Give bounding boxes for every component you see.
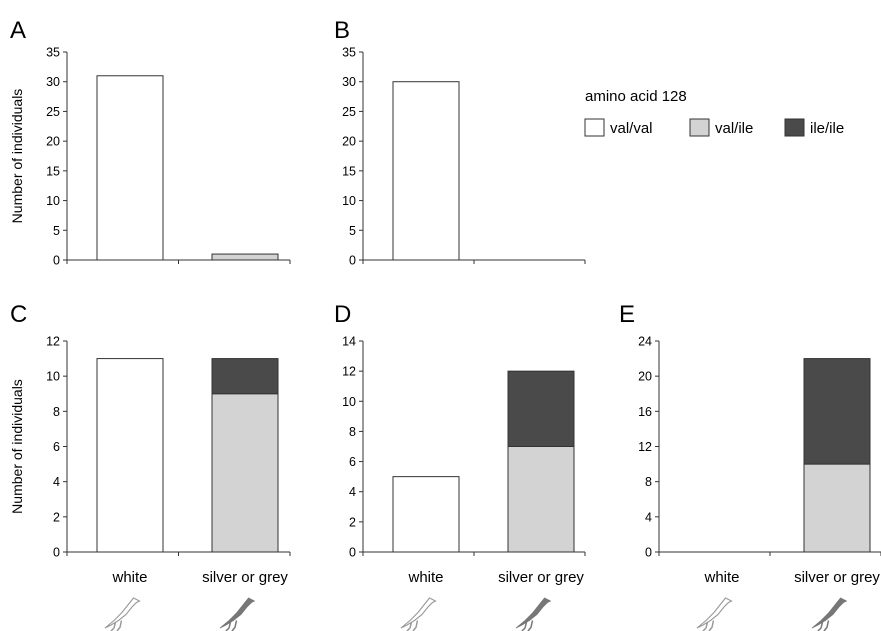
category-label-silver-or-grey: silver or grey [202, 569, 288, 586]
bar-d-silver-grey-val-ile [507, 446, 575, 553]
legend-swatch-ile-ile [784, 118, 805, 137]
panel-e: E 0 4 8 12 16 20 24 [619, 301, 881, 560]
legend: amino acid 128 val/val val/ile ile/ile [584, 88, 844, 137]
legend-label-val-val: val/val [610, 120, 653, 137]
y-tick-label: 10 [342, 395, 356, 409]
y-tick-label: 6 [53, 440, 60, 454]
y-tick-label: 0 [349, 546, 356, 560]
bar-c-silver-grey-ile-ile [211, 358, 279, 395]
white-bird-icon [400, 597, 437, 631]
y-tick-label: 15 [342, 164, 356, 178]
y-tick-label: 10 [46, 370, 60, 384]
legend-label-ile-ile: ile/ile [810, 120, 844, 137]
y-tick-label: 14 [342, 335, 356, 349]
panel-a: A 0 5 10 15 20 25 30 35 Number of individuals [9, 17, 291, 268]
bar-c-silver-grey-val-ile [211, 393, 279, 553]
category-label-silver-or-grey: silver or grey [794, 569, 880, 586]
panel-d: D 0 2 4 6 8 10 12 14 [334, 301, 586, 560]
white-bird-icon [104, 597, 141, 631]
category-label-white: white [407, 569, 443, 586]
legend-swatch-val-ile [689, 118, 710, 137]
legend-swatch-val-val [584, 118, 605, 137]
category-axis-area: white silver or grey white silver or grey wh… [104, 569, 880, 631]
y-tick-label: 35 [342, 46, 356, 60]
y-tick-label: 8 [53, 405, 60, 419]
category-label-white: white [111, 569, 147, 586]
y-tick-label: 12 [46, 335, 60, 349]
y-tick-label: 0 [645, 546, 652, 560]
y-axis-title: Number of individuals [9, 89, 25, 224]
white-bird-icon [696, 597, 733, 631]
category-label-white: white [703, 569, 739, 586]
y-tick-label: 35 [46, 46, 60, 60]
y-tick-label: 12 [638, 440, 652, 454]
y-tick-label: 0 [53, 254, 60, 268]
panel-label: C [10, 301, 27, 328]
y-tick-label: 2 [349, 515, 356, 529]
bar-b-white-val-val [392, 81, 460, 261]
panel-label: D [334, 301, 351, 328]
y-tick-label: 25 [342, 105, 356, 119]
grey-bird-icon [219, 597, 256, 631]
grey-bird-icon [515, 597, 552, 631]
legend-label-val-ile: val/ile [715, 120, 753, 137]
bar-a-silver-grey-val-ile [211, 253, 279, 261]
legend-title: amino acid 128 [585, 88, 687, 105]
bar-e-silver-grey-val-ile [803, 463, 871, 553]
bar-e-silver-grey-ile-ile [803, 358, 871, 465]
y-tick-label: 16 [638, 405, 652, 419]
y-tick-label: 6 [349, 455, 356, 469]
y-tick-label: 30 [342, 75, 356, 89]
y-tick-label: 2 [53, 510, 60, 524]
panel-label: E [619, 301, 635, 328]
y-tick-label: 0 [349, 254, 356, 268]
y-tick-label: 4 [349, 485, 356, 499]
y-tick-label: 5 [53, 224, 60, 238]
y-tick-label: 5 [349, 224, 356, 238]
white-bird-icon [104, 597, 141, 631]
y-tick-label: 25 [46, 105, 60, 119]
bar-c-white-val-val [96, 358, 164, 553]
bar-a-white-val-val [96, 75, 164, 261]
white-bird-icon [696, 597, 733, 631]
white-bird-icon [400, 597, 437, 631]
grey-bird-icon [811, 597, 848, 631]
y-tick-label: 8 [349, 425, 356, 439]
bar-d-silver-grey-ile-ile [507, 370, 575, 447]
grey-bird-icon [219, 597, 256, 631]
category-label-silver-or-grey: silver or grey [498, 569, 584, 586]
y-axis-title: Number of individuals [9, 379, 25, 514]
y-tick-label: 12 [342, 365, 356, 379]
panel-label: B [334, 17, 350, 44]
y-tick-label: 20 [342, 135, 356, 149]
y-tick-label: 10 [342, 194, 356, 208]
y-tick-label: 10 [46, 194, 60, 208]
y-tick-label: 15 [46, 164, 60, 178]
grey-bird-icon [515, 597, 552, 631]
grey-bird-icon [811, 597, 848, 631]
panel-label: A [10, 17, 26, 44]
y-tick-label: 30 [46, 75, 60, 89]
panel-c: C 0 2 4 6 8 10 12 Number of individuals [9, 301, 291, 560]
panel-b: B 0 5 10 15 20 25 30 35 [334, 17, 586, 268]
y-tick-label: 8 [645, 475, 652, 489]
y-tick-label: 20 [46, 135, 60, 149]
y-tick-label: 20 [638, 370, 652, 384]
y-tick-label: 0 [53, 546, 60, 560]
bar-d-white-val-val [392, 476, 460, 553]
y-tick-label: 4 [53, 475, 60, 489]
y-tick-label: 4 [645, 510, 652, 524]
y-tick-label: 24 [638, 335, 652, 349]
